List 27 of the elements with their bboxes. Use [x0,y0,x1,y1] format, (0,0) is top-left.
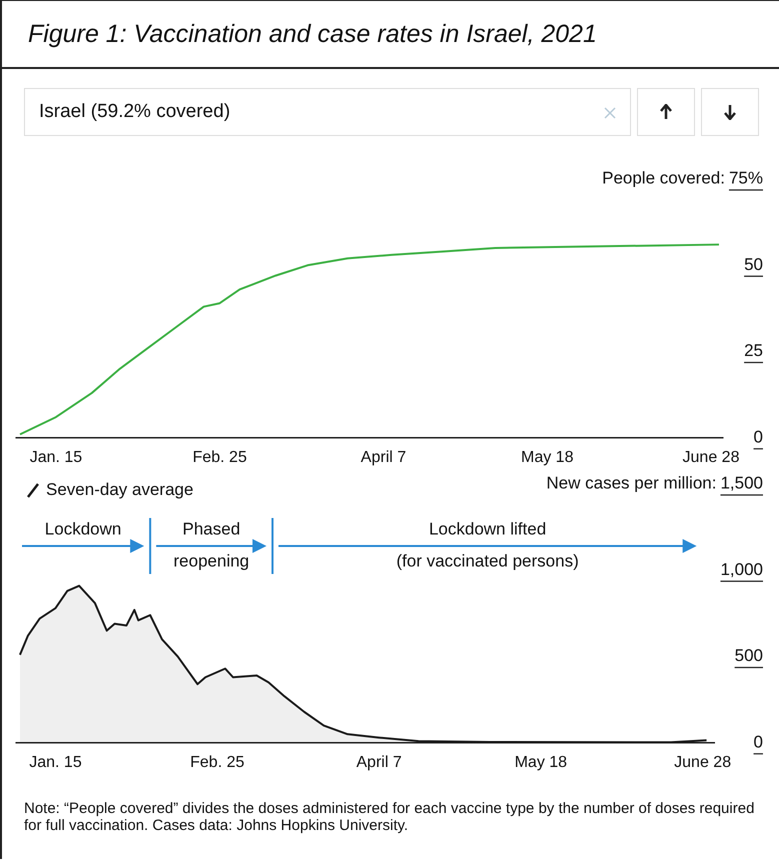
x-tick-label: Feb. 25 [192,448,247,466]
y-tick-label: 0 [754,427,763,446]
y-tick-label: 75% [728,168,763,188]
chart-subtitle: Israel (59.2% covered) [39,101,230,123]
x-tick-label: June 28 [674,754,732,771]
y-tick-label: 50 [744,254,763,274]
chart-title: Figure 1: Vaccination and case rates in Israel, 2021 [2,0,779,69]
legend-label: Seven-day average [46,480,194,500]
x-tick-label: Jan. 15 [30,448,82,466]
y-tick-label: 25 [744,341,763,360]
annotation: Lockdown lifted (for vaccinated persons) [396,520,579,571]
y-tick-label: 1,500 [720,474,763,493]
x-tick-label: April 7 [356,754,402,771]
annotation: Lockdown [44,520,122,539]
y-tick-label: 500 [734,646,763,666]
text: Note: “People covered” divides the doses administered for each vaccine type by the number of doses required for full vaccination. Cases data: Johns Hopkins University. [24,800,756,834]
y-axis-title: New cases per million: [546,474,716,493]
x-tick-label: May 18 [520,448,574,466]
x-tick-label: May 18 [514,754,568,771]
x-tick-label: April 7 [360,448,406,466]
y-tick-label: 0 [754,732,763,752]
x-tick-label: Feb. 25 [190,754,244,771]
y-tick-label: 1,000 [720,560,763,579]
x-tick-label: Jan. 15 [29,754,82,771]
x-tick-label: June 28 [682,448,740,466]
annotation: Phased reopening [174,520,250,571]
y-axis-title: People covered: [602,168,725,188]
